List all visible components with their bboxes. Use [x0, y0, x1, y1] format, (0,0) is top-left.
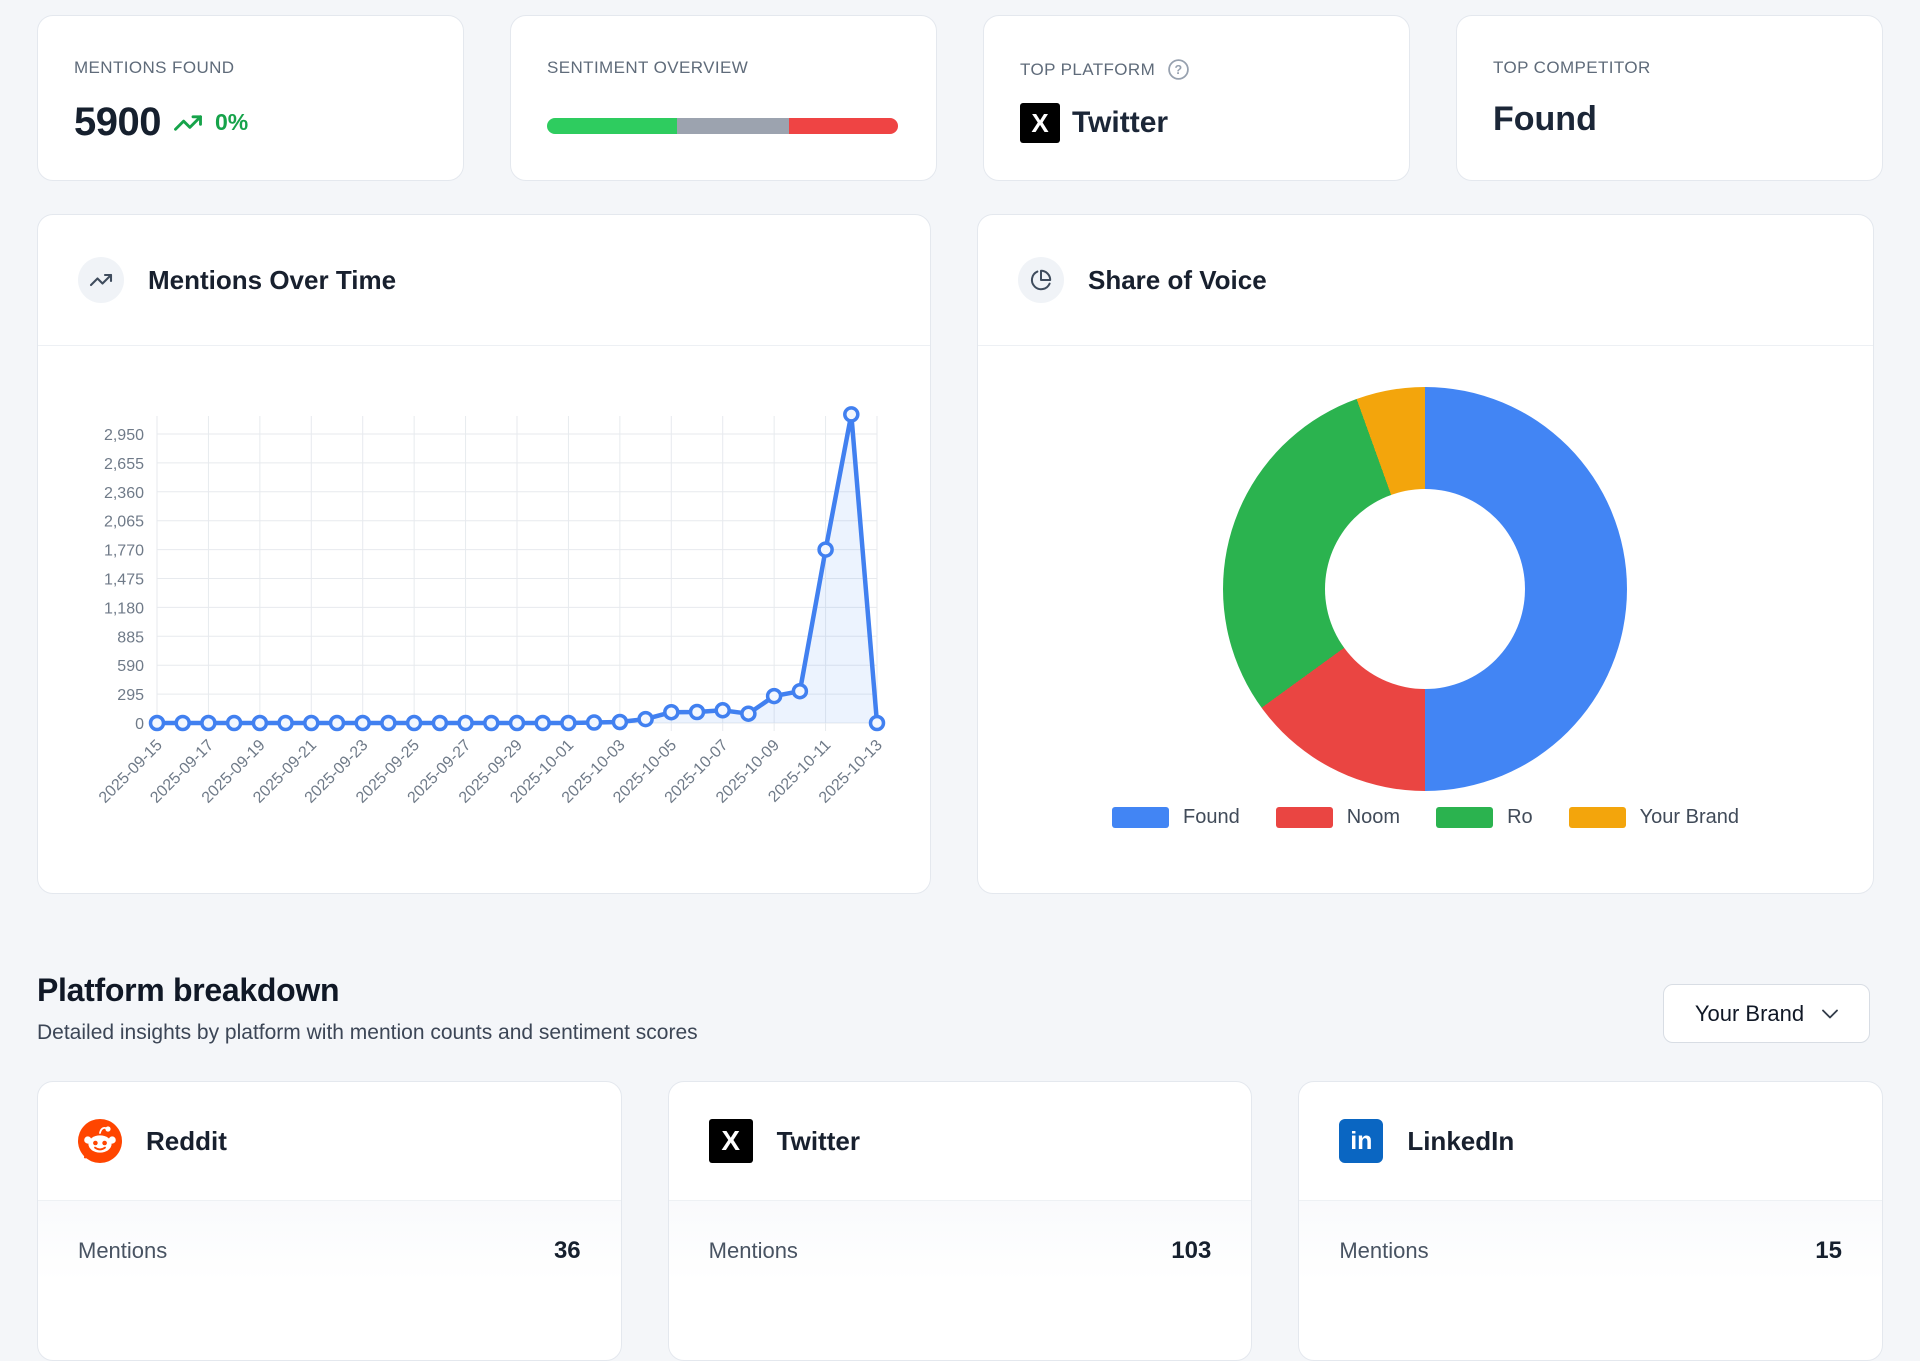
legend-label: Ro — [1507, 806, 1533, 828]
svg-text:590: 590 — [117, 658, 144, 675]
share-of-voice-title: Share of Voice — [1088, 264, 1267, 295]
sentiment-segment-neutral — [676, 118, 790, 134]
legend-item-ro[interactable]: Ro — [1436, 806, 1533, 829]
svg-text:?: ? — [1175, 63, 1183, 77]
svg-text:0: 0 — [135, 716, 144, 733]
brand-filter-value: Your Brand — [1694, 1000, 1805, 1026]
top-platform-value: Twitter — [1072, 106, 1169, 139]
legend-label: Your Brand — [1639, 806, 1739, 828]
mentions-label: Mentions — [78, 1238, 168, 1263]
platform-breakdown-title: Platform breakdown — [37, 972, 340, 1008]
legend-item-your-brand[interactable]: Your Brand — [1568, 806, 1739, 829]
platform-name: Twitter — [776, 1125, 860, 1156]
share-of-voice-legend: Found Noom Ro Your Brand — [978, 806, 1873, 829]
pie-chart-icon — [1018, 257, 1064, 303]
platform-cards-row: Reddit Mentions 36 X Twitter Mentions 10… — [37, 1081, 1883, 1361]
top-competitor-value: Found — [1493, 100, 1597, 138]
mentions-value: 36 — [553, 1237, 581, 1264]
svg-text:2,065: 2,065 — [104, 514, 144, 531]
platform-name: LinkedIn — [1407, 1125, 1515, 1156]
svg-text:1,475: 1,475 — [104, 572, 144, 589]
stat-card-top-competitor: TOP COMPETITOR Found — [1456, 15, 1883, 181]
reddit-icon — [78, 1119, 122, 1163]
share-of-voice-card: Share of Voice Found Noom Ro Your Brand — [977, 214, 1874, 894]
share-of-voice-body: Found Noom Ro Your Brand — [978, 346, 1873, 893]
mentions-label: Mentions — [708, 1238, 798, 1263]
share-of-voice-donut[interactable] — [1223, 387, 1627, 791]
donut-hole — [1325, 489, 1525, 689]
top-competitor-label: TOP COMPETITOR — [1493, 58, 1651, 77]
linkedin-mentions-row: Mentions 15 — [1299, 1201, 1882, 1295]
legend-item-found[interactable]: Found — [1112, 806, 1240, 829]
sentiment-bar — [547, 118, 898, 134]
svg-text:2,655: 2,655 — [104, 456, 144, 473]
platform-name: Reddit — [146, 1125, 227, 1156]
legend-swatch — [1568, 807, 1626, 828]
platform-card-linkedin: in LinkedIn Mentions 15 — [1298, 1081, 1883, 1361]
legend-swatch — [1436, 807, 1494, 828]
legend-swatch — [1275, 807, 1333, 828]
sentiment-segment-negative — [789, 118, 898, 134]
mentions-found-value: 5900 — [74, 100, 161, 144]
mentions-value: 103 — [1171, 1237, 1212, 1264]
stat-card-sentiment: SENTIMENT OVERVIEW — [510, 15, 937, 181]
stat-row: MENTIONS FOUND 5900 0% SENTIMENT OVERVIE… — [37, 15, 1883, 181]
x-logo-icon: X — [1020, 103, 1060, 143]
stat-card-mentions: MENTIONS FOUND 5900 0% — [37, 15, 464, 181]
legend-item-noom[interactable]: Noom — [1275, 806, 1401, 829]
mentions-trend-percent: 0% — [214, 109, 249, 135]
svg-text:2,950: 2,950 — [104, 427, 144, 444]
mentions-line-chart[interactable]: 0 295 590 885 1,180 1,475 1,770 2,065 2,360 2,655… — [38, 346, 930, 893]
legend-label: Found — [1183, 806, 1240, 828]
chevron-down-icon — [1822, 1009, 1839, 1019]
linkedin-icon: in — [1339, 1119, 1384, 1163]
mentions-value: 15 — [1815, 1237, 1842, 1264]
platform-card-reddit: Reddit Mentions 36 — [37, 1081, 622, 1361]
help-icon[interactable]: ? — [1167, 58, 1190, 81]
svg-text:1,180: 1,180 — [104, 600, 144, 617]
svg-text:2,360: 2,360 — [104, 485, 144, 502]
brand-filter-dropdown[interactable]: Your Brand — [1663, 984, 1870, 1043]
svg-text:885: 885 — [117, 629, 144, 646]
platform-breakdown-subtitle: Detailed insights by platform with menti… — [37, 1021, 698, 1044]
mentions-label: Mentions — [1339, 1238, 1429, 1263]
reddit-mentions-row: Mentions 36 — [38, 1201, 621, 1295]
twitter-x-icon: X — [708, 1119, 753, 1163]
legend-swatch — [1112, 807, 1169, 828]
charts-row: Mentions Over Time 0 295 590 885 1,180 1,475 1… — [37, 214, 1874, 894]
mentions-chart-title: Mentions Over Time — [148, 264, 397, 295]
sentiment-segment-positive — [547, 118, 677, 134]
mentions-found-label: MENTIONS FOUND — [74, 58, 235, 77]
mentions-over-time-card: Mentions Over Time 0 295 590 885 1,180 1,475 1… — [37, 214, 931, 894]
svg-text:295: 295 — [117, 687, 144, 704]
platform-card-twitter: X Twitter Mentions 103 — [667, 1081, 1253, 1361]
stat-card-top-platform: TOP PLATFORM ? X Twitter — [983, 15, 1410, 181]
legend-label: Noom — [1346, 806, 1401, 828]
trend-up-icon — [173, 108, 203, 138]
trending-up-icon — [78, 257, 124, 303]
top-platform-label: TOP PLATFORM — [1020, 59, 1156, 79]
twitter-mentions-row: Mentions 103 — [668, 1201, 1252, 1295]
svg-text:1,770: 1,770 — [104, 543, 144, 560]
platform-breakdown-header: Platform breakdown Detailed insights by … — [37, 972, 698, 1045]
sentiment-overview-label: SENTIMENT OVERVIEW — [547, 58, 749, 77]
